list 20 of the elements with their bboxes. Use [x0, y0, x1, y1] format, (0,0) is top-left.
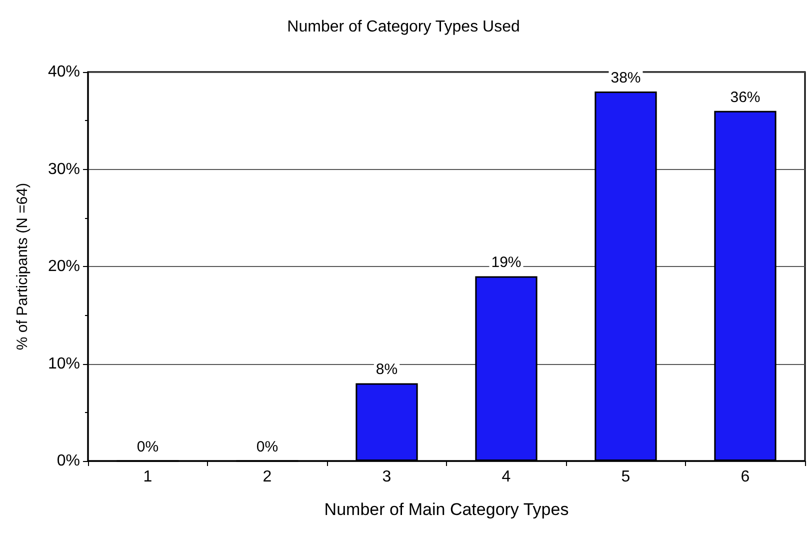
y-axis-title: % of Participants (N =64) — [14, 182, 31, 350]
data-label: 8% — [376, 361, 398, 378]
y-tick-label: 10% — [48, 355, 80, 372]
data-label: 36% — [730, 88, 760, 106]
x-tick-label: 3 — [382, 468, 392, 486]
y-tick-label: 20% — [48, 258, 80, 275]
data-label: 0% — [136, 438, 159, 456]
y-tick-label: 40% — [48, 64, 80, 80]
x-tick-label: 2 — [262, 468, 272, 486]
x-tick-label: 6 — [740, 468, 750, 486]
y-tick-label: 0% — [56, 452, 80, 470]
data-label: 19% — [491, 254, 522, 272]
data-label: 38% — [610, 69, 641, 86]
x-tick-label: 5 — [621, 468, 630, 486]
chart-title: Number of Category Types Used — [287, 18, 520, 36]
y-tick-label: 30% — [48, 160, 80, 178]
data-label: 0% — [256, 438, 278, 456]
x-axis-title: Number of Main Category Types — [324, 500, 569, 519]
x-tick-label: 4 — [502, 468, 511, 486]
x-tick-label: 1 — [143, 468, 152, 486]
